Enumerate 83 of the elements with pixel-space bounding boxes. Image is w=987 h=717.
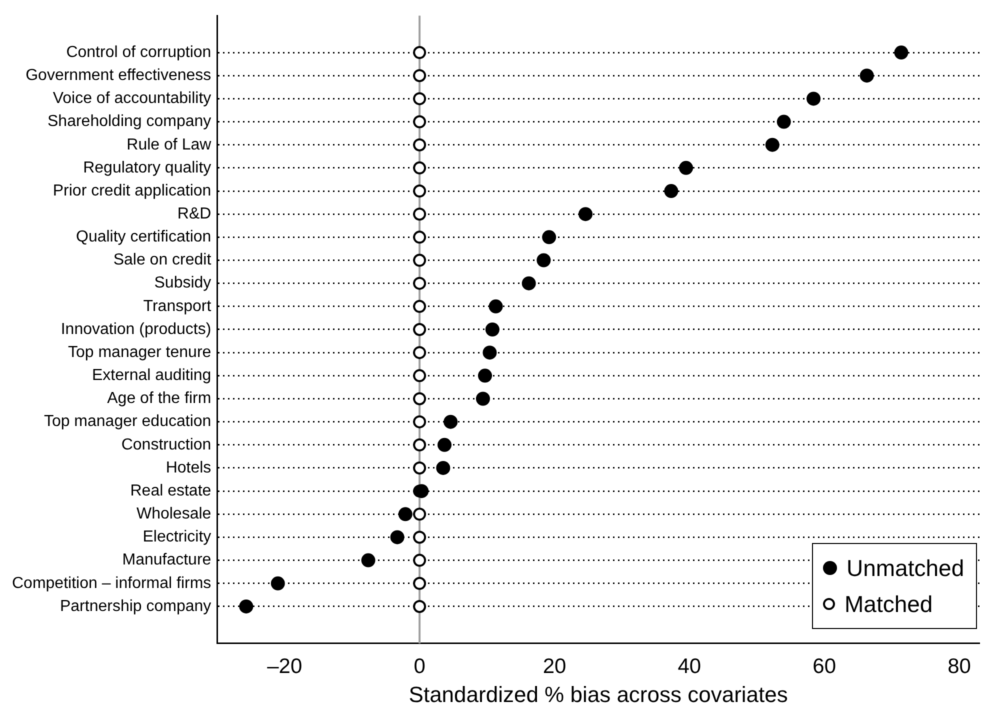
point: [413, 323, 426, 336]
x-tick-label: 80: [948, 654, 971, 678]
point: [436, 460, 450, 475]
x-tick-label: 0: [414, 654, 426, 678]
x-tick-label: 20: [542, 654, 566, 678]
point: [413, 208, 426, 221]
point: [413, 92, 426, 106]
point: [413, 115, 426, 128]
point: [413, 138, 426, 152]
point: [413, 600, 426, 613]
x-axis-title: Standardized % bias across covariates: [408, 682, 788, 707]
y-tick-label: Quality certification: [76, 228, 212, 246]
point: [542, 230, 556, 244]
x-tick-label: –20: [267, 654, 302, 678]
point: [239, 599, 254, 614]
point: [578, 207, 593, 222]
point: [488, 299, 503, 314]
y-tick-label: Top manager tenure: [68, 344, 212, 361]
y-tick-label: Manufacture: [122, 552, 212, 569]
y-tick-label: Innovation (products): [60, 320, 212, 338]
y-tick-label: Shareholding company: [48, 113, 212, 130]
point: [806, 92, 821, 106]
point: [413, 46, 426, 60]
point: [413, 369, 426, 382]
y-tick-label: Construction: [121, 436, 212, 454]
point: [776, 114, 791, 129]
point: [413, 530, 426, 544]
point: [413, 254, 426, 267]
point: [413, 300, 426, 313]
y-tick-label: Government effectiveness: [26, 67, 212, 84]
y-tick-label: Voice of accountability: [52, 90, 212, 108]
point: [476, 392, 490, 406]
y-tick-label: Prior credit application: [52, 182, 212, 200]
point: [413, 508, 426, 521]
point: [413, 576, 426, 590]
y-tick-label: Real estate: [130, 482, 212, 500]
point: [536, 253, 551, 268]
y-tick-label: Sale on credit: [113, 252, 212, 269]
y-tick-label: Top manager education: [44, 413, 212, 430]
point: [679, 160, 694, 175]
y-tick-label: Wholesale: [136, 506, 212, 523]
point: [413, 415, 426, 428]
point: [482, 346, 497, 360]
point: [413, 346, 426, 360]
y-tick-label: Hotels: [166, 459, 212, 476]
y-tick-label: Control of corruption: [66, 44, 212, 61]
point: [894, 46, 908, 60]
point: [413, 69, 426, 82]
point: [270, 576, 285, 590]
y-tick-label: Age of the firm: [107, 390, 212, 408]
point: [390, 530, 404, 544]
x-tick-label: 60: [812, 654, 836, 678]
point: [860, 68, 874, 83]
point: [438, 438, 452, 452]
point: [413, 161, 426, 174]
y-tick-label: Electricity: [142, 528, 212, 546]
y-tick-label: External auditing: [92, 367, 212, 384]
x-tick-label: 40: [678, 654, 702, 678]
point: [664, 184, 678, 198]
point: [413, 276, 426, 290]
y-tick-label: Rule of Law: [126, 136, 212, 154]
point: [413, 230, 426, 244]
point: [413, 554, 426, 567]
point: [398, 507, 412, 522]
y-tick-label: R&D: [177, 206, 212, 222]
point: [485, 322, 500, 336]
point: [444, 414, 458, 429]
point: [413, 461, 426, 474]
legend-label: Matched: [844, 590, 933, 620]
y-tick-label: Regulatory quality: [83, 159, 212, 176]
y-tick-label: Subsidy: [154, 274, 212, 292]
point: [361, 553, 376, 568]
point: [413, 392, 426, 406]
point: [765, 138, 780, 152]
point: [478, 368, 492, 383]
y-tick-label: Partnership company: [60, 598, 212, 615]
y-tick-label: Competition – informal firms: [12, 574, 212, 592]
point: [522, 276, 536, 290]
point: [413, 438, 426, 452]
point: [413, 184, 426, 198]
y-tick-label: Transport: [143, 298, 212, 315]
point: [414, 484, 429, 498]
legend-label: Unmatched: [846, 554, 964, 584]
